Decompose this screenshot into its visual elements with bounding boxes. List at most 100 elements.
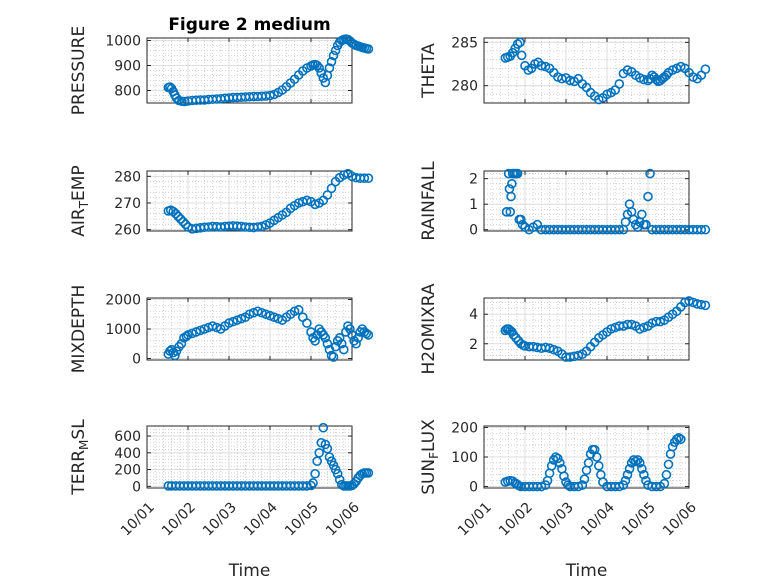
data-point [265, 310, 275, 321]
data-point [645, 168, 655, 179]
data-point [675, 434, 686, 445]
data-point [326, 350, 337, 361]
panel-pressure: 800 900 1000 PRESSURE Figure 2 medium [69, 15, 374, 115]
x-tick-label: 10/03 [200, 500, 240, 540]
data-point [338, 344, 349, 355]
y-tick-label: 4 [469, 307, 478, 323]
x-axis-label: Time [565, 561, 608, 581]
data-point [673, 433, 684, 443]
data-point [632, 222, 643, 232]
y-tick-label: 280 [451, 79, 478, 95]
data-point [322, 190, 333, 200]
data-point [289, 306, 300, 317]
y-tick-label: 900 [114, 59, 141, 75]
data-point [536, 481, 547, 492]
data-point [634, 324, 645, 334]
data-point [326, 56, 337, 67]
data-point [265, 90, 275, 101]
data-point [512, 39, 523, 49]
y-tick-label: 0 [469, 480, 478, 496]
data-point [639, 322, 649, 333]
data-point [573, 481, 584, 492]
data-point [320, 333, 331, 343]
data-point [322, 338, 333, 349]
data-point [546, 461, 557, 471]
data-point [224, 318, 234, 328]
data-point [363, 173, 374, 183]
data-point [363, 330, 374, 340]
data-point [232, 315, 242, 325]
y-tick-label: 800 [114, 84, 141, 100]
x-tick-label: 10/03 [537, 500, 577, 540]
data-point [700, 300, 711, 311]
data-point [302, 318, 312, 328]
y-tick-label: 0 [132, 479, 141, 495]
y-tick-label: 400 [114, 446, 141, 462]
data-point [308, 478, 318, 488]
data-point [622, 469, 633, 480]
y-axis-label: MIXDEPTH [69, 285, 89, 374]
data-point [548, 344, 559, 355]
data-point [573, 350, 584, 361]
y-tick-label: 0 [132, 352, 141, 368]
data-point [293, 305, 304, 315]
x-tick-label: 10/04 [241, 499, 281, 539]
data-point [506, 191, 516, 202]
data-point [168, 206, 179, 217]
data-point [228, 316, 238, 327]
data-point [577, 480, 588, 490]
x-tick-label: 10/04 [578, 499, 618, 539]
data-point [593, 461, 604, 471]
y-tick-label: 2000 [105, 292, 141, 308]
y-axis-label: THETA [419, 43, 439, 99]
y-tick-label: 200 [451, 420, 478, 436]
data-point [306, 480, 316, 491]
data-point [302, 195, 312, 206]
x-tick-label: 10/05 [282, 500, 322, 540]
data-point [583, 458, 594, 468]
data-point [516, 50, 527, 61]
data-point [207, 321, 218, 331]
data-point [178, 216, 188, 227]
y-tick-label: 0 [469, 223, 478, 239]
data-point [328, 50, 339, 61]
data-point [552, 453, 563, 464]
data-point [639, 74, 649, 85]
y-tick-label: 2 [469, 172, 478, 188]
data-point [684, 296, 694, 306]
y-axis-label: PRESSURE [69, 26, 89, 115]
data-point [559, 471, 569, 481]
data-point [236, 313, 247, 324]
y-tick-label: 1000 [105, 34, 141, 50]
y-tick-label: 1 [469, 197, 478, 213]
data-point [614, 79, 625, 89]
y-tick-label: 270 [114, 196, 141, 212]
y-tick-label: 200 [114, 463, 141, 479]
data-point [332, 468, 343, 479]
panel-mixdepth: 0 1000 2000 MIXDEPTH [69, 285, 374, 374]
data-point [252, 306, 263, 317]
data-point [563, 480, 573, 490]
data-point [516, 214, 526, 225]
data-point [624, 464, 635, 474]
data-point [353, 333, 363, 343]
data-point [175, 214, 186, 224]
data-point [536, 60, 547, 71]
data-point [170, 350, 180, 361]
data-point [336, 338, 347, 349]
data-point [310, 468, 320, 479]
data-point [634, 458, 645, 468]
axes-box [483, 297, 690, 361]
data-point [671, 434, 682, 445]
data-point [667, 441, 678, 452]
data-point [334, 333, 345, 343]
data-point [244, 309, 255, 320]
data-point [293, 198, 304, 208]
x-tick-label: 10/06 [660, 499, 700, 539]
x-tick-label: 10/02 [159, 500, 199, 540]
x-tick-label: 10/01 [455, 500, 495, 540]
y-tick-label: 1000 [105, 322, 141, 338]
data-point [261, 309, 271, 320]
data-point [328, 352, 339, 362]
